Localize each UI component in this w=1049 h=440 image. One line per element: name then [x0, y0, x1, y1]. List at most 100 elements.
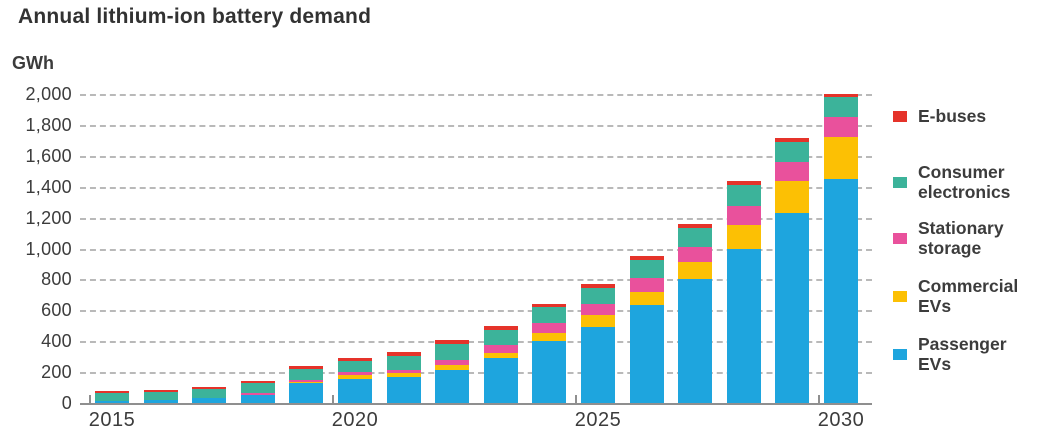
y-tick-label: 600: [41, 300, 72, 321]
bar-2021: [386, 352, 421, 403]
bar-segment-e-buses: [581, 284, 615, 288]
bar-segment-commercial-evs: [824, 137, 858, 179]
legend-item-e-buses: E-buses: [893, 106, 1036, 126]
bar-segment-consumer-electronics: [532, 307, 567, 323]
y-axis-unit-label: GWh: [12, 53, 54, 73]
bar-segment-e-buses: [192, 386, 227, 390]
bar-segment-consumer-electronics: [386, 355, 421, 370]
bar-segment-passenger-evs: [143, 399, 178, 403]
bar-segment-stationary-storage: [775, 161, 810, 182]
x-tick-label: 2025: [574, 409, 622, 431]
bar-segment-consumer-electronics: [289, 369, 324, 380]
x-axis-tick: [332, 395, 334, 403]
bar-segment-e-buses: [95, 390, 129, 393]
plot-area: [80, 94, 872, 405]
legend-label: Consumer electronics: [918, 162, 1011, 203]
y-tick-label: 1,200: [25, 207, 72, 228]
legend-swatch-e-buses: [893, 110, 907, 122]
bar-segment-e-buses: [726, 181, 761, 186]
bar-segment-stationary-storage: [386, 369, 421, 373]
bar-2026: [629, 256, 664, 403]
bar-segment-commercial-evs: [775, 181, 810, 213]
gridline: [80, 155, 872, 158]
bar-segment-consumer-electronics: [775, 141, 810, 162]
bar-2025: [581, 284, 615, 403]
bar-segment-commercial-evs: [581, 314, 615, 328]
bar-segment-stationary-storage: [532, 322, 567, 333]
legend-label: E-buses: [918, 106, 987, 126]
bar-2022: [435, 340, 470, 403]
gridline: [80, 372, 872, 375]
bar-segment-stationary-storage: [435, 359, 470, 366]
bar-segment-e-buses: [775, 138, 810, 142]
gridline: [80, 310, 872, 313]
bar-segment-e-buses: [386, 352, 421, 356]
y-tick-label: 2,000: [25, 84, 72, 104]
bar-segment-stationary-storage: [240, 392, 275, 395]
gridline: [80, 217, 872, 220]
bar-segment-e-buses: [824, 94, 858, 98]
bar-segment-commercial-evs: [386, 372, 421, 377]
bar-segment-stationary-storage: [581, 304, 615, 315]
bar-segment-consumer-electronics: [678, 227, 713, 247]
bar-segment-commercial-evs: [629, 291, 664, 305]
bar-2020: [338, 358, 372, 403]
bar-segment-consumer-electronics: [435, 344, 470, 360]
bar-segment-passenger-evs: [240, 394, 275, 403]
bar-segment-passenger-evs: [483, 358, 518, 403]
y-tick-label: 1,400: [25, 176, 72, 197]
x-axis-tick: [89, 395, 91, 403]
gridline: [80, 279, 872, 282]
bar-segment-passenger-evs: [678, 279, 713, 403]
legend-item-consumer-electronics: Consumer electronics: [893, 162, 1036, 202]
bar-segment-e-buses: [483, 325, 518, 330]
bar-2030: [824, 94, 858, 403]
bar-segment-passenger-evs: [289, 382, 324, 403]
bar-segment-stationary-storage: [289, 379, 324, 383]
bar-segment-passenger-evs: [581, 327, 615, 403]
bar-2017: [192, 386, 227, 403]
bar-segment-commercial-evs: [435, 365, 470, 370]
bar-segment-stationary-storage: [629, 277, 664, 292]
bar-segment-e-buses: [532, 304, 567, 308]
legend-label: Passenger EVs: [918, 334, 1007, 375]
bar-2024: [532, 304, 567, 403]
bar-segment-consumer-electronics: [95, 392, 129, 402]
y-tick-label: 0: [61, 393, 72, 413]
x-tick-label: 2020: [331, 409, 379, 431]
bar-segment-commercial-evs: [483, 352, 518, 359]
y-tick-label: 400: [41, 331, 72, 352]
bar-segment-commercial-evs: [338, 375, 372, 380]
bar-2019: [289, 365, 324, 403]
legend-label: Stationary storage: [918, 218, 1004, 259]
bar-segment-e-buses: [338, 358, 372, 362]
bar-2023: [483, 325, 518, 403]
bar-segment-e-buses: [629, 256, 664, 261]
bar-segment-commercial-evs: [532, 332, 567, 342]
bar-2015: [95, 390, 129, 403]
gridline: [80, 186, 872, 189]
bar-2018: [240, 380, 275, 403]
bar-segment-stationary-storage: [726, 206, 761, 226]
bar-segment-consumer-electronics: [338, 361, 372, 373]
gridline: [80, 124, 872, 127]
bar-segment-consumer-electronics: [192, 389, 227, 398]
bar-segment-e-buses: [289, 365, 324, 370]
legend-item-passenger-evs: Passenger EVs: [893, 334, 1036, 374]
bar-segment-stationary-storage: [678, 246, 713, 263]
x-axis-tick: [818, 395, 820, 403]
y-tick-label: 1,600: [25, 145, 72, 166]
legend-label: Commercial EVs: [918, 276, 1019, 317]
bar-segment-consumer-electronics: [143, 392, 178, 400]
bar-segment-commercial-evs: [678, 262, 713, 280]
bar-segment-e-buses: [435, 340, 470, 345]
legend-item-stationary-storage: Stationary storage: [893, 218, 1036, 258]
bar-segment-commercial-evs: [726, 225, 761, 249]
legend: E-buses Consumer electronics Stationary …: [893, 0, 1045, 440]
bar-segment-consumer-electronics: [581, 287, 615, 305]
bar-segment-stationary-storage: [824, 117, 858, 138]
bar-segment-passenger-evs: [726, 248, 761, 403]
bar-segment-passenger-evs: [532, 341, 567, 403]
x-tick-label: 2015: [88, 409, 136, 431]
